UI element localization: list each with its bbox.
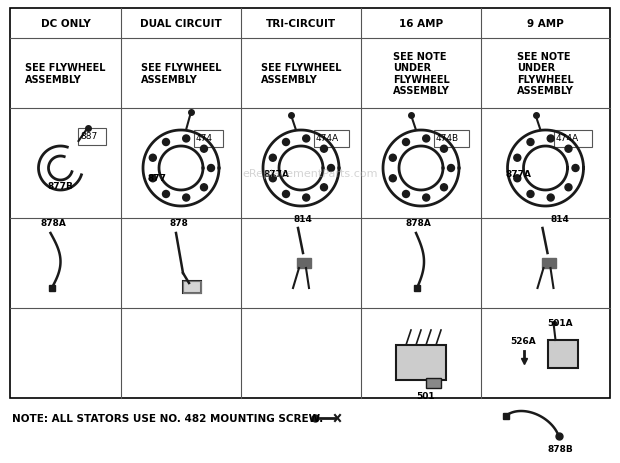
Text: 877B: 877B <box>48 181 73 191</box>
Text: 878B: 878B <box>548 444 574 453</box>
Bar <box>426 378 441 388</box>
Text: 877A: 877A <box>505 169 531 179</box>
Text: 878A: 878A <box>40 219 66 227</box>
Circle shape <box>423 136 430 143</box>
Circle shape <box>402 139 409 146</box>
Text: 9 AMP: 9 AMP <box>527 19 564 29</box>
Text: 474A: 474A <box>556 134 578 143</box>
Circle shape <box>208 165 215 172</box>
Circle shape <box>149 155 156 162</box>
Circle shape <box>321 184 327 191</box>
Circle shape <box>527 191 534 198</box>
Circle shape <box>200 184 208 191</box>
Bar <box>541 258 556 269</box>
Text: SEE FLYWHEEL
ASSEMBLY: SEE FLYWHEEL ASSEMBLY <box>25 63 106 85</box>
Circle shape <box>200 146 208 153</box>
Bar <box>396 345 446 380</box>
Circle shape <box>162 139 169 146</box>
Text: 474B: 474B <box>436 134 459 143</box>
Text: 887: 887 <box>81 131 98 141</box>
Circle shape <box>572 165 579 172</box>
Circle shape <box>183 136 190 143</box>
Circle shape <box>527 139 534 146</box>
Circle shape <box>448 165 454 172</box>
Text: 16 AMP: 16 AMP <box>399 19 443 29</box>
Bar <box>183 282 201 294</box>
Text: TRI-CIRCUIT: TRI-CIRCUIT <box>266 19 336 29</box>
Text: SEE NOTE
UNDER
FLYWHEEL
ASSEMBLY: SEE NOTE UNDER FLYWHEEL ASSEMBLY <box>517 51 574 96</box>
Text: SEE FLYWHEEL
ASSEMBLY: SEE FLYWHEEL ASSEMBLY <box>141 63 221 85</box>
Text: 877A: 877A <box>264 169 290 179</box>
Circle shape <box>183 194 190 201</box>
Circle shape <box>162 191 169 198</box>
Circle shape <box>440 184 448 191</box>
Circle shape <box>565 146 572 153</box>
Circle shape <box>327 165 335 172</box>
Text: SEE NOTE
UNDER
FLYWHEEL
ASSEMBLY: SEE NOTE UNDER FLYWHEEL ASSEMBLY <box>392 51 449 96</box>
Circle shape <box>283 139 290 146</box>
Text: 474A: 474A <box>316 134 339 143</box>
Circle shape <box>149 175 156 182</box>
Text: 474: 474 <box>196 134 213 143</box>
Circle shape <box>402 191 409 198</box>
Text: DUAL CIRCUIT: DUAL CIRCUIT <box>140 19 222 29</box>
Text: DC ONLY: DC ONLY <box>41 19 91 29</box>
Bar <box>297 258 311 269</box>
Circle shape <box>423 194 430 201</box>
Circle shape <box>389 155 396 162</box>
Text: NOTE: ALL STATORS USE NO. 482 MOUNTING SCREW.: NOTE: ALL STATORS USE NO. 482 MOUNTING S… <box>12 413 323 423</box>
Text: 877: 877 <box>148 174 167 182</box>
Circle shape <box>303 136 310 143</box>
Circle shape <box>547 194 554 201</box>
Circle shape <box>514 175 521 182</box>
Text: 501: 501 <box>416 391 435 400</box>
Text: 501A: 501A <box>547 319 573 327</box>
Text: 814: 814 <box>551 214 569 224</box>
Circle shape <box>269 155 277 162</box>
Circle shape <box>565 184 572 191</box>
Text: 878A: 878A <box>406 219 432 227</box>
Text: 526A: 526A <box>510 336 536 345</box>
Circle shape <box>547 136 554 143</box>
Circle shape <box>389 175 396 182</box>
Circle shape <box>269 175 277 182</box>
Circle shape <box>514 155 521 162</box>
Text: 878: 878 <box>169 219 188 227</box>
Circle shape <box>303 194 310 201</box>
Bar <box>547 340 577 368</box>
Circle shape <box>440 146 448 153</box>
Text: 814: 814 <box>293 214 312 224</box>
Text: eReplacementParts.com: eReplacementParts.com <box>242 169 378 179</box>
Text: SEE FLYWHEEL
ASSEMBLY: SEE FLYWHEEL ASSEMBLY <box>261 63 341 85</box>
Circle shape <box>283 191 290 198</box>
Circle shape <box>321 146 327 153</box>
